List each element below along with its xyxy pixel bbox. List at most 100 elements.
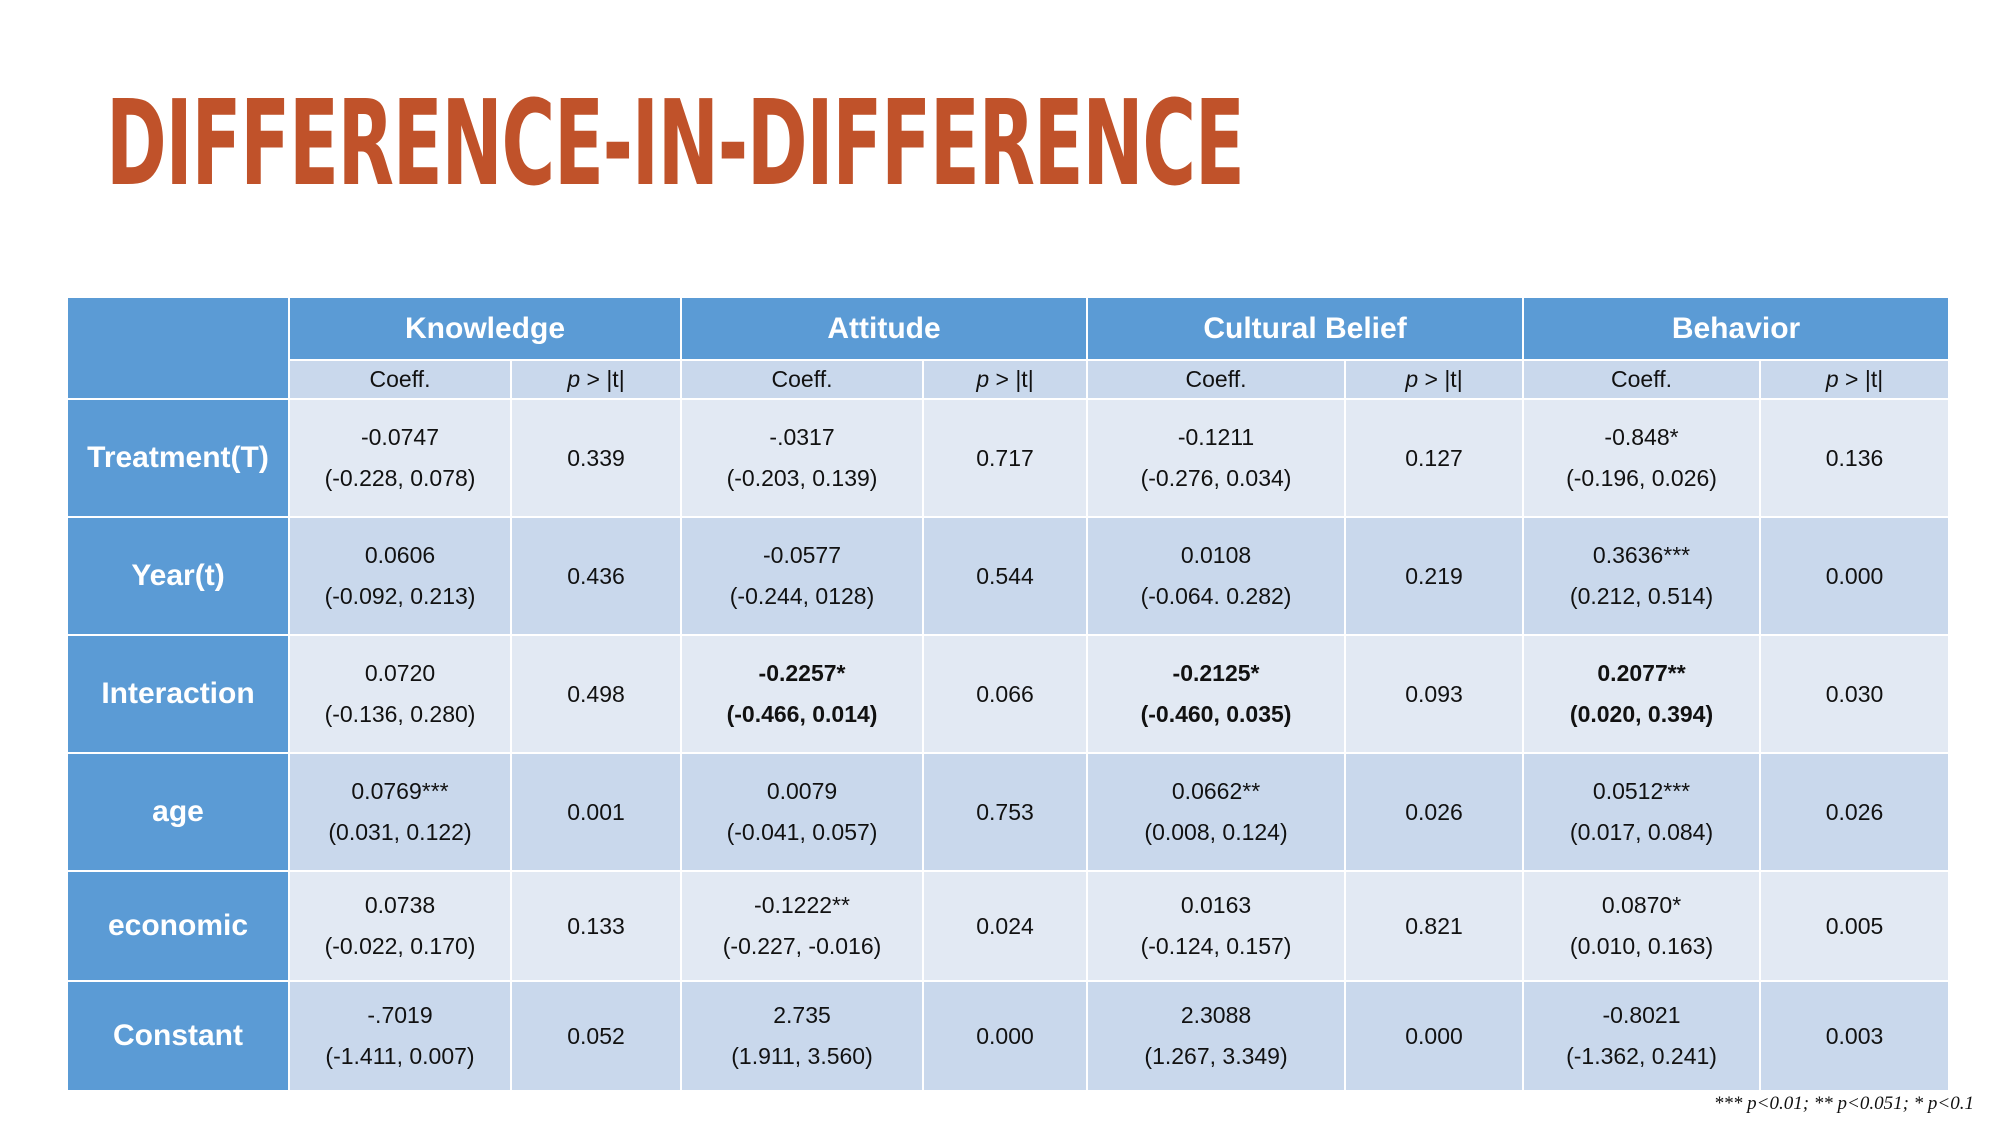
coefficient-value: 0.2077** [1597,660,1686,686]
p-value-cell-attitude: 0.000 [922,980,1089,1092]
slide-title: DIFFERENCE-IN-DIFFERENCE [106,74,1245,212]
coefficient-value: -0.8021 [1602,1002,1681,1028]
coefficient-value: 0.0870* [1601,892,1682,918]
table-corner-cell [66,296,290,400]
coeff-cell-cultural-belief: 2.3088 (1.267, 3.349) [1086,980,1347,1092]
coefficient-value: 0.0662** [1171,778,1261,804]
coeff-header-behavior: Coeff. [1522,359,1762,400]
table-row: economic 0.0738 (-0.022, 0.170) 0.133 -0.122… [66,870,1951,982]
coeff-cell-behavior: 0.0870* (0.010, 0.163) [1522,870,1762,982]
coeff-header-attitude: Coeff. [680,359,925,400]
confidence-interval: (-1.362, 0.241) [1566,1043,1717,1069]
table-row: Treatment(T) -0.0747 (-0.228, 0.078) 0.339-… [66,398,1951,518]
coefficient-value: 0.0079 [766,778,838,804]
p-symbol: p [567,366,581,393]
coeff-cell-attitude: 0.0079 (-0.041, 0.057) [680,752,925,872]
coefficient-value: 0.0606 [364,542,436,568]
table-row: Constant -.7019 (-1.411, 0.007) 0.052 2.735 (… [66,980,1951,1092]
coefficient-value: 0.0738 [364,892,436,918]
confidence-interval: (-0.064. 0.282) [1140,583,1292,609]
p-value-cell-knowledge: 0.339 [509,398,683,518]
confidence-interval: (1.267, 3.349) [1144,1043,1288,1069]
coeff-cell-attitude: -0.2257* (-0.466, 0.014) [680,634,925,754]
coeff-cell-cultural-belief: 0.0108 (-0.064. 0.282) [1086,516,1347,636]
confidence-interval: (-0.466, 0.014) [726,701,878,727]
p-value-cell-cultural-belief: 0.093 [1344,634,1525,754]
confidence-interval: (-0.203, 0.139) [726,465,878,491]
p-value-cell-attitude: 0.753 [922,752,1089,872]
p-value-cell-behavior: 0.026 [1759,752,1951,872]
coeff-header-cultural-belief: Coeff. [1086,359,1347,400]
confidence-interval: (0.008, 0.124) [1144,819,1288,845]
p-value-cell-attitude: 0.544 [922,516,1089,636]
coefficient-value: 0.3636*** [1592,542,1691,568]
confidence-interval: (0.031, 0.122) [328,819,472,845]
coeff-cell-cultural-belief: -0.1211 (-0.276, 0.034) [1086,398,1347,518]
coefficient-value: 2.735 [773,1002,831,1028]
p-value-cell-behavior: 0.003 [1759,980,1951,1092]
table-row: age 0.0769*** (0.031, 0.122) 0.001 0.0079 (-0… [66,752,1951,872]
coefficient-value: 0.0720 [364,660,436,686]
coeff-cell-behavior: 0.0512*** (0.017, 0.084) [1522,752,1762,872]
confidence-interval: (0.020, 0.394) [1569,701,1714,727]
coefficient-value: -0.0577 [763,542,842,568]
coeff-cell-knowledge: 0.0720 (-0.136, 0.280) [288,634,512,754]
p-symbol: p [1405,366,1419,393]
p-value-cell-knowledge: 0.133 [509,870,683,982]
row-label: Year(t) [66,516,290,636]
p-value-cell-attitude: 0.024 [922,870,1089,982]
p-symbol: p [976,366,990,393]
coeff-cell-knowledge: 0.0769*** (0.031, 0.122) [288,752,512,872]
coeff-cell-cultural-belief: 0.0163 (-0.124, 0.157) [1086,870,1347,982]
table-row: Year(t) 0.0606 (-0.092, 0.213) 0.436 -0.0577… [66,516,1951,636]
coefficient-value: 0.0163 [1180,892,1252,918]
confidence-interval: (-0.196, 0.026) [1566,465,1717,491]
coefficient-value: -.7019 [367,1002,433,1028]
p-value-cell-attitude: 0.066 [922,634,1089,754]
coeff-cell-attitude: -0.1222** (-0.227, -0.016) [680,870,925,982]
p-value-cell-cultural-belief: 0.026 [1344,752,1525,872]
coefficient-value: -0.848* [1604,424,1679,450]
p-value-header-attitude: p > |t| [922,359,1089,400]
confidence-interval: (-0.460, 0.035) [1140,701,1292,727]
coeff-cell-behavior: -0.848* (-0.196, 0.026) [1522,398,1762,518]
p-value-cell-behavior: 0.005 [1759,870,1951,982]
coefficient-value: -0.2257* [758,660,846,686]
coeff-cell-knowledge: 0.0606 (-0.092, 0.213) [288,516,512,636]
coeff-cell-behavior: -0.8021 (-1.362, 0.241) [1522,980,1762,1092]
coefficient-value: -0.1211 [1177,424,1255,450]
coefficient-value: -0.1222** [754,892,850,918]
p-value-header-cultural-belief: p > |t| [1344,359,1525,400]
p-value-cell-knowledge: 0.001 [509,752,683,872]
p-condition: > |t| [580,366,625,393]
significance-footnote: *** p<0.01; ** p<0.051; * p<0.1 [1713,1093,1974,1114]
coefficient-value: -0.0747 [360,424,439,450]
p-value-cell-knowledge: 0.436 [509,516,683,636]
coeff-cell-attitude: 2.735 (1.911, 3.560) [680,980,925,1092]
p-condition: > |t| [1838,366,1884,393]
p-value-header-behavior: p > |t| [1759,359,1951,400]
p-value-cell-knowledge: 0.052 [509,980,683,1092]
coeff-cell-knowledge: -0.0747 (-0.228, 0.078) [288,398,512,518]
confidence-interval: (0.212, 0.514) [1569,583,1714,609]
row-label: Interaction [66,634,290,754]
p-value-cell-behavior: 0.000 [1759,516,1951,636]
coefficient-value: 0.0108 [1180,542,1252,568]
p-condition: > |t| [989,366,1034,393]
coeff-cell-cultural-belief: -0.2125* (-0.460, 0.035) [1086,634,1347,754]
confidence-interval: (-0.276, 0.034) [1140,465,1292,491]
row-label: Constant [66,980,290,1092]
confidence-interval: (-0.228, 0.078) [324,465,476,491]
confidence-interval: (-0.124, 0.157) [1140,933,1292,959]
p-value-cell-cultural-belief: 0.000 [1344,980,1525,1092]
confidence-interval: (-0.092, 0.213) [324,583,476,609]
table-row: Interaction 0.0720 (-0.136, 0.280) 0.498 -0.… [66,634,1951,754]
coeff-cell-behavior: 0.3636*** (0.212, 0.514) [1522,516,1762,636]
coeff-cell-knowledge: -.7019 (-1.411, 0.007) [288,980,512,1092]
confidence-interval: (-0.041, 0.057) [726,819,878,845]
p-value-cell-cultural-belief: 0.219 [1344,516,1525,636]
coefficient-value: 0.0769*** [351,778,449,804]
coeff-cell-cultural-belief: 0.0662** (0.008, 0.124) [1086,752,1347,872]
p-value-header-knowledge: p > |t| [509,359,683,400]
p-value-cell-behavior: 0.136 [1759,398,1951,518]
